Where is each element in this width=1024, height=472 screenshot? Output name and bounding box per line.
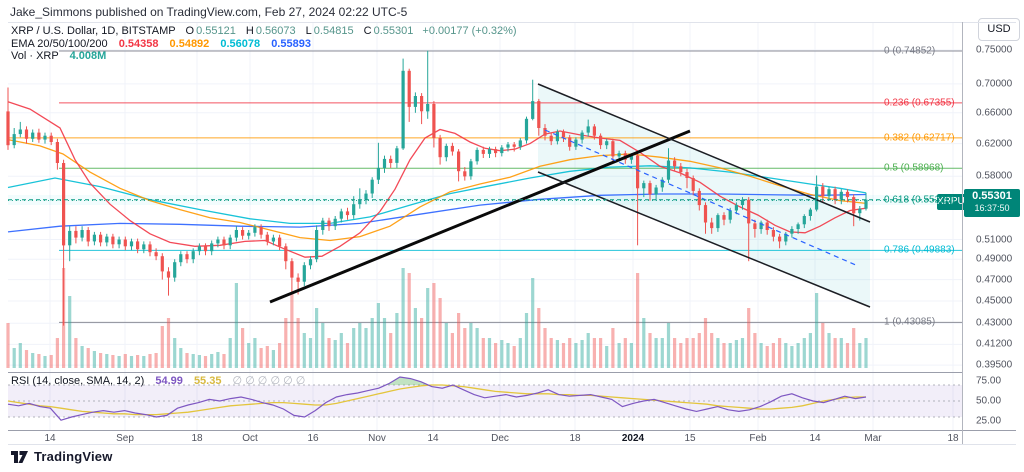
- ohlc-close-value: 0.55301: [373, 25, 414, 37]
- price-tick: 0.43000: [976, 317, 1013, 329]
- fib-level-label: 0.236 (0.67355): [884, 97, 955, 109]
- symbol-legend: XRP / U.S. Dollar, 1D, BITSTAMP O 0.55121…: [11, 25, 517, 37]
- price-axis-border: [962, 22, 963, 444]
- fib-level-label: 0.382 (0.62717): [884, 132, 955, 144]
- time-tick: 18: [191, 433, 203, 444]
- ohlc-high-value: 0.56073: [255, 25, 296, 37]
- last-price-badge[interactable]: 0.55301 16:37:50: [964, 189, 1020, 217]
- rsi-value: 54.99: [155, 375, 183, 387]
- published-header: Jake_Simmons published on TradingView.co…: [10, 5, 408, 19]
- volume-value: 4.008M: [69, 50, 107, 62]
- price-tick: 0.47000: [976, 274, 1013, 286]
- volume-legend: Vol · XRP 4.008M: [11, 50, 106, 62]
- time-tick: 14: [809, 433, 821, 444]
- ema20-value: 0.54358: [118, 38, 159, 50]
- time-tick: 18: [569, 433, 581, 444]
- rsi-tick: 75.00: [976, 375, 1002, 387]
- time-tick: Feb: [749, 433, 767, 444]
- ohlc-high-key: H: [245, 25, 254, 37]
- time-tick: 14: [44, 433, 56, 444]
- bar-countdown: 16:37:50: [974, 203, 1010, 213]
- rsi-tick: 50.00: [976, 395, 1002, 407]
- time-tick: 16: [307, 433, 319, 444]
- time-tick: 15: [684, 433, 696, 444]
- volume-legend-label[interactable]: Vol · XRP: [11, 50, 59, 62]
- price-tick: 0.49000: [976, 253, 1013, 265]
- price-tick: 0.45000: [976, 295, 1013, 307]
- time-axis-border: [8, 430, 1016, 431]
- tradingview-logo-icon: [11, 450, 28, 463]
- time-tick: Mar: [864, 433, 882, 444]
- ohlc-open-key: O: [185, 25, 195, 37]
- time-tick: Nov: [368, 433, 386, 444]
- fib-level-label: 0 (0.74852): [884, 45, 936, 57]
- price-tick: 0.70000: [976, 78, 1013, 90]
- fib-level-label: 0.786 (0.49883): [884, 244, 955, 256]
- time-tick: 18: [947, 433, 959, 444]
- rsi-empty-slots: ∅ ∅ ∅ ∅ ∅ ∅: [232, 375, 306, 387]
- price-tick: 0.41200: [976, 338, 1013, 350]
- ema50-value: 0.54892: [169, 38, 210, 50]
- pane-separator[interactable]: [8, 372, 962, 373]
- price-tick: 0.51000: [976, 234, 1013, 246]
- frame-top-border: [8, 22, 1016, 23]
- last-price: 0.55301: [972, 190, 1012, 202]
- ohlc-low-key: L: [305, 25, 312, 37]
- tradingview-logo-text: TradingView: [34, 449, 113, 464]
- time-tick: Sep: [116, 433, 134, 444]
- fib-level-label: 0.5 (0.58968): [884, 162, 944, 174]
- rsi-legend-label[interactable]: RSI (14, close, SMA, 14, 2): [11, 375, 145, 387]
- rsi-legend: RSI (14, close, SMA, 14, 2) 54.99 55.35 …: [11, 374, 305, 387]
- ohlc-close-key: C: [363, 25, 372, 37]
- time-tick: 14: [427, 433, 439, 444]
- price-tick: 0.75000: [976, 44, 1013, 56]
- price-axis[interactable]: 0.75000 0.70000 0.66000 0.62000 0.58000 0.510…: [963, 22, 1024, 430]
- change-value: +0.00177 (+0.32%): [422, 25, 517, 37]
- ohlc-open-value: 0.55121: [196, 25, 236, 37]
- symbol-title[interactable]: XRP / U.S. Dollar, 1D, BITSTAMP: [11, 25, 176, 37]
- ohlc-low-value: 0.54815: [313, 25, 354, 37]
- ema-legend: EMA 20/50/100/200 0.54358 0.54892 0.5607…: [11, 38, 311, 50]
- time-tick: 2024: [621, 433, 645, 444]
- ema-legend-label[interactable]: EMA 20/50/100/200: [11, 38, 108, 50]
- price-tick: 0.62000: [976, 138, 1013, 150]
- time-tick: Dec: [491, 433, 509, 444]
- time-tick: Oct: [242, 433, 258, 444]
- price-tick: 0.58000: [976, 170, 1013, 182]
- tradingview-logo[interactable]: TradingView: [10, 449, 113, 464]
- rsi-tick: 25.00: [976, 415, 1002, 427]
- currency-toggle-button[interactable]: USD: [978, 18, 1020, 41]
- rsi-sma-value: 55.35: [193, 375, 222, 387]
- price-tick: 0.39500: [976, 359, 1013, 371]
- fib-level-label: 0.618 (0.55220): [884, 194, 955, 206]
- time-axis[interactable]: 14 Sep 18 Oct 16 Nov 14 Dec 18 2024 15 Feb 14 Mar 18: [8, 430, 962, 446]
- fib-level-label: 1 (0.43085): [884, 316, 936, 328]
- ema200-value: 0.55893: [271, 38, 311, 50]
- ema100-value: 0.56078: [220, 38, 261, 50]
- frame-bottom-border: [8, 444, 1016, 445]
- price-tick: 0.66000: [976, 107, 1013, 119]
